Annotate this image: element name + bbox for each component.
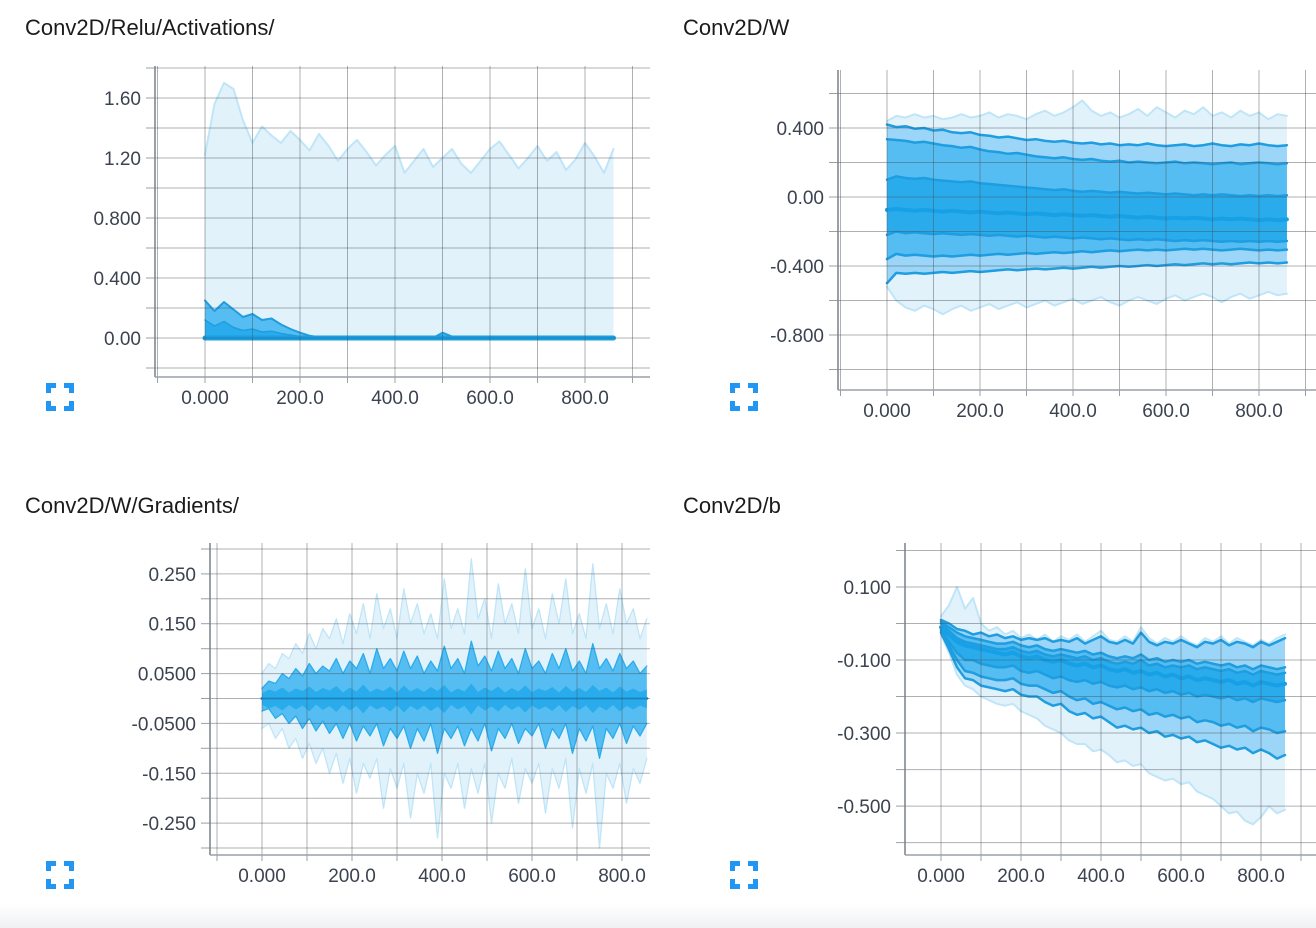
fullscreen-icon — [730, 383, 758, 411]
grid-lines — [146, 66, 650, 383]
y-axis-tick-label: 0.00 — [104, 329, 141, 350]
distribution-plot[interactable]: 0.400 0.00 -0.400 -0.800 0.000 200.0 400.0 600.… — [658, 0, 1316, 464]
grid-lines — [896, 543, 1316, 861]
grid-lines — [829, 70, 1316, 396]
x-axis-tick-label: 400.0 — [1049, 401, 1097, 422]
x-axis-tick-label: 0.000 — [181, 388, 229, 409]
chart-title: Conv2D/b — [683, 493, 781, 518]
distribution-chart-card: Conv2D/W 0.400 0.00 -0.400 -0.800 0.000 200.0… — [658, 0, 1316, 464]
y-axis-tick-label: 0.400 — [776, 119, 824, 140]
y-axis-tick-label: -0.250 — [142, 814, 196, 835]
y-axis-tick-label: 0.150 — [148, 615, 196, 636]
y-axis-tick-label: -0.400 — [770, 257, 824, 278]
x-axis-tick-label: 800.0 — [561, 388, 609, 409]
expand-chart-button[interactable] — [730, 383, 758, 411]
x-axis-tick-label: 600.0 — [466, 388, 514, 409]
y-axis-tick-label: 1.60 — [104, 89, 141, 110]
chart-title: Conv2D/Relu/Activations/ — [25, 15, 275, 40]
chart-title: Conv2D/W — [683, 15, 790, 40]
y-axis-tick-label: 0.00 — [787, 188, 824, 209]
y-axis-tick-label: -0.500 — [837, 797, 891, 818]
distribution-chart-card: Conv2D/b 0.100 -0.100 -0.300 -0.500 0.000 200… — [658, 464, 1316, 928]
x-axis-tick-label: 600.0 — [1142, 401, 1190, 422]
x-axis-tick-label: 0.000 — [917, 866, 965, 887]
x-axis-tick-label: 400.0 — [1077, 866, 1125, 887]
x-axis-tick-label: 200.0 — [276, 388, 324, 409]
x-axis-tick-label: 800.0 — [1237, 866, 1285, 887]
x-axis-tick-label: 400.0 — [371, 388, 419, 409]
fullscreen-icon — [46, 383, 74, 411]
distribution-chart-card: Conv2D/Relu/Activations/ 0.00 0.400 0.800 1… — [0, 0, 658, 464]
y-axis-tick-label: -0.300 — [837, 724, 891, 745]
grid-lines — [201, 543, 650, 861]
x-axis-tick-label: 0.000 — [238, 866, 286, 887]
fullscreen-icon — [730, 861, 758, 889]
y-axis-tick-label: 0.100 — [843, 578, 891, 599]
x-axis-tick-label: 600.0 — [508, 866, 556, 887]
y-axis-tick-label: -0.150 — [142, 764, 196, 785]
expand-chart-button[interactable] — [46, 861, 74, 889]
chart-title: Conv2D/W/Gradients/ — [25, 493, 239, 518]
x-axis-tick-label: 800.0 — [1235, 401, 1283, 422]
distribution-plot[interactable]: 0.100 -0.100 -0.300 -0.500 0.000 200.0 400.0 60… — [658, 464, 1316, 928]
y-axis-tick-label: -0.100 — [837, 651, 891, 672]
y-axis-tick-label: 0.0500 — [138, 665, 196, 686]
x-axis-tick-label: 0.000 — [863, 401, 911, 422]
x-axis-tick-label: 800.0 — [598, 866, 646, 887]
distribution-chart-card: Conv2D/W/Gradients/ 0.250 0.150 0.0500 -0.0… — [0, 464, 658, 928]
y-axis-tick-label: 0.250 — [148, 565, 196, 586]
y-axis-tick-label: 1.20 — [104, 149, 141, 170]
distribution-plot[interactable]: 0.00 0.400 0.800 1.20 1.60 0.000 200.0 400.0 600… — [0, 0, 658, 464]
y-axis-tick-label: 0.400 — [93, 269, 141, 290]
expand-chart-button[interactable] — [730, 861, 758, 889]
y-axis-tick-label: -0.800 — [770, 326, 824, 347]
x-axis-tick-label: 200.0 — [956, 401, 1004, 422]
y-axis-tick-label: -0.0500 — [132, 714, 196, 735]
x-axis-tick-label: 200.0 — [997, 866, 1045, 887]
y-axis-tick-label: 0.800 — [93, 209, 141, 230]
x-axis-tick-label: 600.0 — [1157, 866, 1205, 887]
distribution-plot[interactable]: 0.250 0.150 0.0500 -0.0500 -0.150 -0.250 0.000… — [0, 464, 658, 928]
fullscreen-icon — [46, 861, 74, 889]
x-axis-tick-label: 400.0 — [418, 866, 466, 887]
x-axis-tick-label: 200.0 — [328, 866, 376, 887]
expand-chart-button[interactable] — [46, 383, 74, 411]
